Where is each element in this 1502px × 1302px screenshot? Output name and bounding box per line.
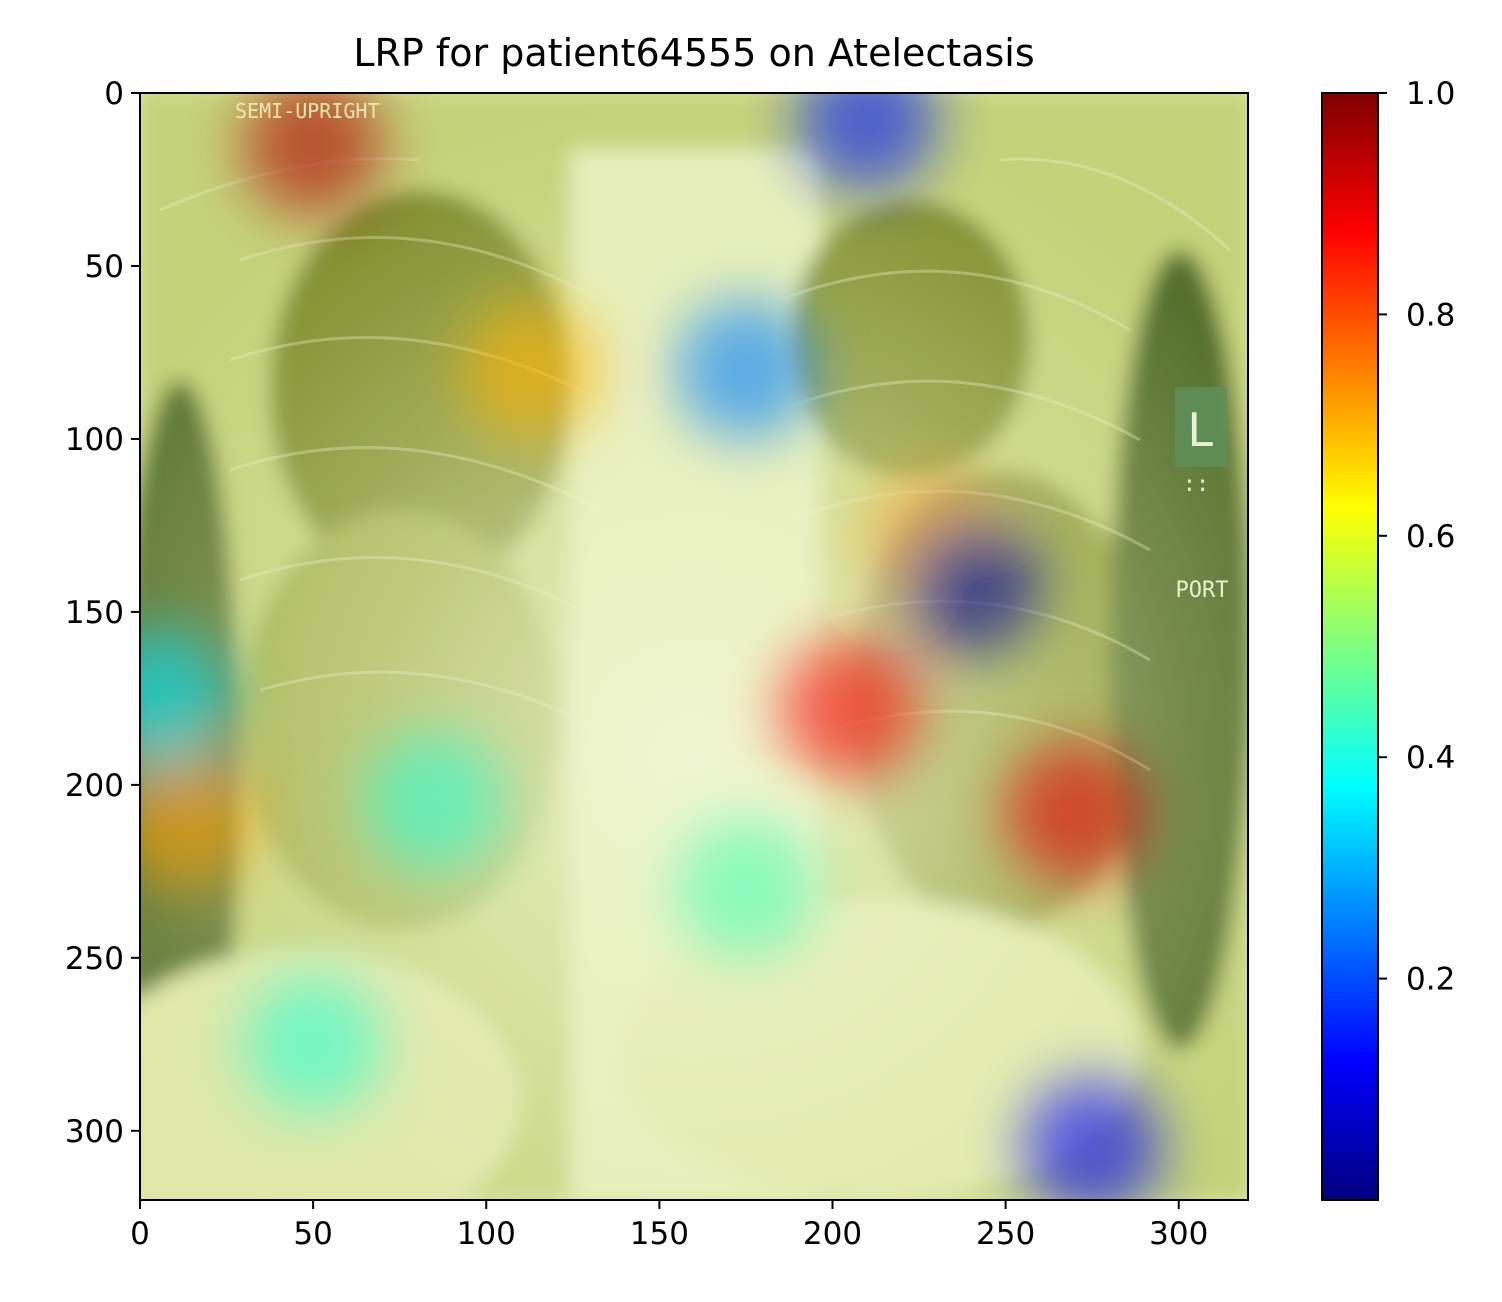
x-tick-label: 300 bbox=[1149, 1216, 1208, 1252]
annotation-side-marker-sub: :: bbox=[1183, 472, 1210, 497]
relevance-region-2 bbox=[461, 299, 602, 440]
colorbar-tick-label: 0.6 bbox=[1406, 519, 1455, 555]
y-tick-label: 300 bbox=[65, 1114, 124, 1150]
colorbar-tick-label: 0.4 bbox=[1406, 740, 1455, 776]
relevance-overlay bbox=[140, 93, 1163, 1200]
colorbar-bar bbox=[1321, 92, 1379, 1201]
y-axis: 0 50 100 150 200 250 300 bbox=[65, 76, 140, 1150]
relevance-region-6 bbox=[901, 514, 1041, 655]
image-annotations: SEMI-UPRIGHT L :: PORT bbox=[235, 99, 1228, 603]
x-tick-label: 250 bbox=[976, 1216, 1035, 1252]
y-tick-label: 250 bbox=[65, 941, 124, 977]
relevance-region-12 bbox=[675, 818, 816, 959]
annotation-side-marker: L bbox=[1187, 403, 1215, 457]
relevance-region-0 bbox=[243, 93, 384, 215]
y-tick-label: 50 bbox=[85, 249, 124, 285]
colorbar-tick-label: 0.8 bbox=[1406, 297, 1455, 333]
annotation-semi-upright: SEMI-UPRIGHT bbox=[235, 99, 380, 123]
side-marker-box bbox=[1175, 387, 1227, 467]
relevance-region-4 bbox=[1004, 742, 1145, 883]
x-tick-label: 50 bbox=[293, 1216, 332, 1252]
relevance-region-1 bbox=[140, 749, 255, 890]
x-tick-label: 0 bbox=[130, 1216, 150, 1252]
chart-title: LRP for patient64555 on Atelectasis bbox=[353, 31, 1034, 75]
relevance-region-9 bbox=[1022, 1078, 1163, 1200]
x-tick-label: 150 bbox=[630, 1216, 689, 1252]
relevance-region-3 bbox=[779, 638, 920, 779]
y-tick-label: 100 bbox=[65, 422, 124, 458]
colorbar-tick-label: 0.2 bbox=[1406, 962, 1455, 998]
y-tick-label: 150 bbox=[65, 595, 124, 631]
colorbar-tick-label: 1.0 bbox=[1406, 76, 1455, 112]
relevance-region-7 bbox=[797, 93, 938, 191]
annotation-port: PORT bbox=[1176, 578, 1229, 603]
colorbar-ticks: 0.2 0.4 0.6 0.8 1.0 bbox=[1378, 76, 1455, 998]
y-tick-label: 0 bbox=[104, 76, 124, 112]
relevance-region-10 bbox=[364, 732, 505, 873]
relevance-region-11 bbox=[243, 974, 384, 1115]
relevance-region-13 bbox=[140, 628, 228, 769]
relevance-region-8 bbox=[675, 299, 816, 440]
x-tick-label: 200 bbox=[803, 1216, 862, 1252]
colorbar: 0.2 0.4 0.6 0.8 1.0 bbox=[1321, 76, 1455, 1201]
plot-area: SEMI-UPRIGHT L :: PORT bbox=[140, 93, 1248, 1200]
plot-frame bbox=[139, 92, 1249, 1201]
x-axis: 0 50 100 150 200 250 300 bbox=[130, 1200, 1208, 1252]
x-tick-label: 100 bbox=[457, 1216, 516, 1252]
y-tick-label: 200 bbox=[65, 768, 124, 804]
